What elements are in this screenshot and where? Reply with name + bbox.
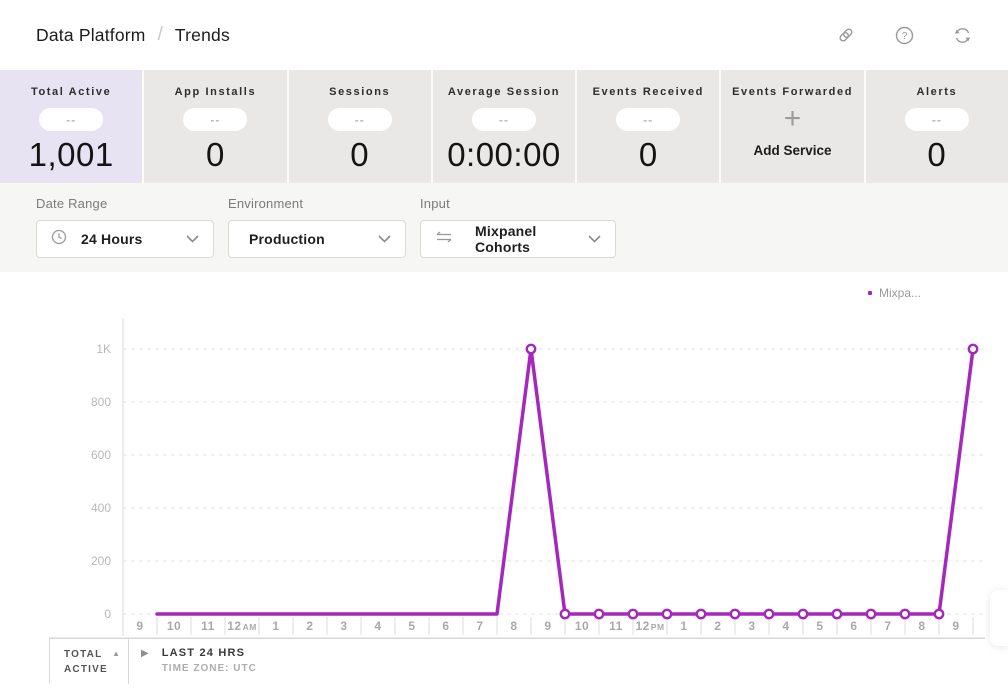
svg-text:6: 6: [850, 619, 857, 633]
breadcrumb: Data Platform / Trends: [36, 24, 230, 46]
input-value: Mixpanel Cohorts: [475, 223, 537, 255]
metric-value: 0: [350, 136, 370, 173]
metric-label: Total Active: [30, 86, 112, 98]
input-dropdown[interactable]: Mixpanel Cohorts: [420, 220, 616, 258]
svg-text:800: 800: [91, 395, 111, 409]
metric-card-app-installs[interactable]: App Installs -- 0: [144, 70, 287, 183]
breadcrumb-separator: /: [157, 24, 163, 45]
input-label: Input: [420, 196, 450, 211]
svg-text:?: ?: [901, 31, 907, 42]
svg-text:1: 1: [272, 619, 279, 633]
svg-text:4: 4: [374, 619, 381, 633]
trend-line-chart: 0 200 400 600 800 1K 9 10 11 12AM 1 2 3 4 5 6 7 8 9 10 11 12P…: [49, 318, 985, 638]
chart-footer: TOTAL ACTIVE ▲ ▶ LAST 24 HRS TIME ZONE: …: [49, 638, 985, 684]
legend-item-mixpanel[interactable]: Mixpa...: [868, 286, 921, 300]
metric-trend-pill: --: [616, 108, 681, 131]
metric-trend-pill: --: [183, 108, 248, 131]
svg-text:8: 8: [918, 619, 925, 633]
footer-timezone-label: TIME ZONE: UTC: [161, 663, 257, 674]
environment-value: Production: [249, 231, 325, 247]
metric-value: 0: [638, 136, 658, 173]
metric-value: 0: [927, 136, 947, 173]
metric-cards-row: Total Active -- 1,001 App Installs -- 0 …: [0, 70, 1008, 183]
floating-button-partial[interactable]: [990, 590, 1008, 646]
footer-metric-line2: ACTIVE: [64, 664, 108, 675]
legend-label: Mixpa...: [879, 286, 922, 300]
svg-text:2: 2: [714, 619, 721, 633]
svg-text:7: 7: [476, 619, 483, 633]
share-link-icon[interactable]: [836, 25, 856, 45]
date-range-dropdown[interactable]: 24 Hours: [36, 220, 214, 258]
breadcrumb-page: Trends: [174, 24, 230, 45]
svg-text:400: 400: [91, 501, 111, 515]
swap-arrows-icon: [435, 230, 453, 248]
metric-card-average-session[interactable]: Average Session -- 0:00:00: [432, 70, 576, 183]
environment-dropdown[interactable]: Production: [228, 220, 406, 258]
metric-value: 0:00:00: [447, 136, 561, 173]
chevron-down-icon: [186, 230, 199, 248]
metric-value: 1,001: [28, 136, 114, 173]
date-range-label: Date Range: [36, 196, 108, 211]
svg-text:10: 10: [575, 619, 589, 633]
svg-text:9: 9: [544, 619, 551, 633]
metric-label: Average Session: [447, 86, 561, 98]
svg-text:10: 10: [167, 619, 181, 633]
metric-label: Events Forwarded: [732, 86, 854, 98]
svg-text:8: 8: [510, 619, 517, 633]
top-header: Data Platform / Trends ?: [0, 0, 1008, 70]
metric-trend-pill: --: [904, 108, 969, 131]
svg-text:4: 4: [782, 619, 789, 633]
metric-label: App Installs: [174, 86, 257, 98]
svg-text:0: 0: [104, 607, 111, 621]
svg-text:600: 600: [91, 448, 111, 462]
footer-metric-line1: TOTAL: [64, 649, 103, 660]
metric-value: 0: [205, 136, 225, 173]
environment-label: Environment: [228, 196, 304, 211]
svg-text:200: 200: [91, 554, 111, 568]
metric-trend-pill: --: [39, 108, 104, 131]
clock-icon: [51, 229, 67, 250]
breadcrumb-section[interactable]: Data Platform: [36, 24, 146, 45]
svg-text:1K: 1K: [96, 342, 111, 356]
metric-label: Alerts: [916, 86, 958, 98]
trends-chart-section: 0 200 400 600 800 1K 9 10 11 12AM 1 2 3 4 5 6 7 8 9 10 11 12P…: [0, 272, 1008, 696]
metric-label: Sessions: [329, 86, 391, 98]
svg-text:12PM: 12PM: [635, 619, 664, 633]
help-icon[interactable]: ?: [894, 25, 914, 45]
svg-text:3: 3: [748, 619, 755, 633]
svg-text:7: 7: [884, 619, 891, 633]
metric-card-total-active[interactable]: Total Active -- 1,001: [0, 70, 143, 183]
expand-row-icon[interactable]: ▶: [141, 648, 149, 659]
svg-text:12AM: 12AM: [227, 619, 257, 633]
svg-text:1: 1: [680, 619, 687, 633]
svg-text:3: 3: [340, 619, 347, 633]
chevron-down-icon: [378, 230, 391, 248]
refresh-icon[interactable]: [952, 25, 972, 45]
metric-label: Events Received: [592, 86, 704, 98]
sort-ascending-icon[interactable]: ▲: [112, 649, 120, 658]
svg-text:9: 9: [952, 619, 959, 633]
footer-range-label: LAST 24 HRS: [161, 647, 246, 659]
legend-dot: [868, 291, 872, 295]
chevron-down-icon: [588, 230, 601, 248]
plus-icon: +: [783, 102, 802, 135]
date-range-value: 24 Hours: [81, 231, 143, 247]
svg-text:5: 5: [816, 619, 823, 633]
filter-bar: Date Range 24 Hours Environment Producti…: [0, 183, 1008, 272]
svg-text:11: 11: [609, 619, 623, 633]
metric-card-sessions[interactable]: Sessions -- 0: [288, 70, 431, 183]
footer-metric-cell[interactable]: TOTAL ACTIVE ▲: [50, 639, 129, 684]
svg-text:11: 11: [201, 619, 215, 633]
metric-card-events-forwarded[interactable]: Events Forwarded + Add Service: [721, 70, 864, 183]
add-service-button[interactable]: Add Service: [753, 143, 832, 158]
svg-text:2: 2: [306, 619, 313, 633]
metric-card-alerts[interactable]: Alerts -- 0: [865, 70, 1008, 183]
svg-text:5: 5: [408, 619, 415, 633]
metric-trend-pill: --: [471, 108, 536, 131]
metric-trend-pill: --: [327, 108, 392, 131]
svg-text:9: 9: [136, 619, 143, 633]
svg-text:6: 6: [442, 619, 449, 633]
metric-card-events-received[interactable]: Events Received -- 0: [577, 70, 720, 183]
